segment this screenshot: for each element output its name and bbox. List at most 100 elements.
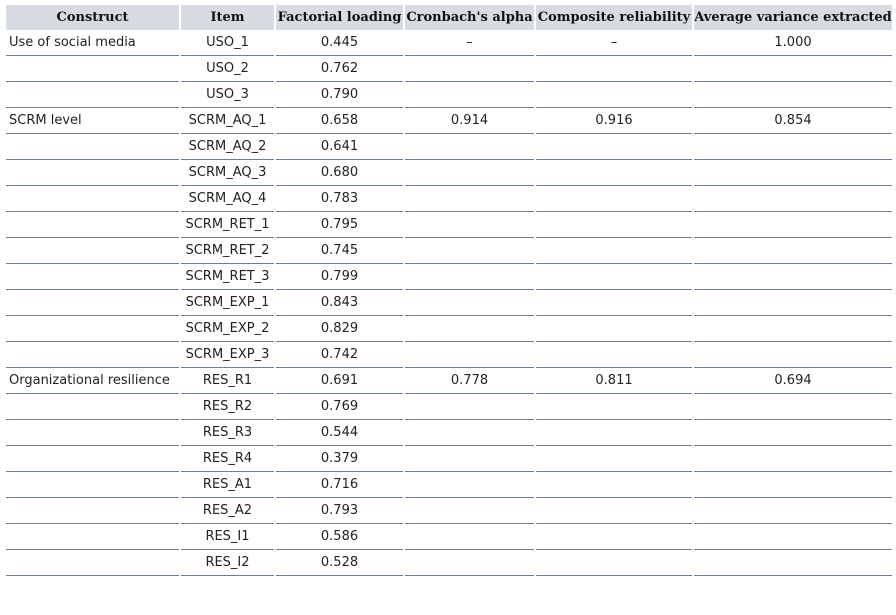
column-header: Average variance extracted	[694, 5, 892, 30]
alpha-cell: –	[405, 30, 534, 56]
ave-cell: 1.000	[694, 30, 892, 56]
composite-cell	[536, 264, 692, 290]
ave-cell	[694, 420, 892, 446]
ave-cell	[694, 56, 892, 82]
ave-cell	[694, 134, 892, 160]
ave-cell	[694, 472, 892, 498]
table-row: RES_A1 0.716	[6, 472, 892, 498]
composite-cell	[536, 134, 692, 160]
table-row: USO_2 0.762	[6, 56, 892, 82]
loading-cell: 0.742	[276, 342, 403, 368]
ave-cell	[694, 394, 892, 420]
table-row: SCRM_AQ_4 0.783	[6, 186, 892, 212]
composite-cell	[536, 56, 692, 82]
loading-cell: 0.445	[276, 30, 403, 56]
loading-cell: 0.379	[276, 446, 403, 472]
ave-cell	[694, 316, 892, 342]
table-row: Organizational resilience RES_R1 0.691 0.77…	[6, 368, 892, 394]
composite-cell: 0.916	[536, 108, 692, 134]
table-row: RES_A2 0.793	[6, 498, 892, 524]
composite-cell	[536, 238, 692, 264]
alpha-cell	[405, 160, 534, 186]
construct-cell	[6, 264, 179, 290]
construct-cell	[6, 524, 179, 550]
composite-cell	[536, 550, 692, 576]
composite-cell	[536, 290, 692, 316]
ave-cell	[694, 186, 892, 212]
alpha-cell	[405, 550, 534, 576]
construct-cell	[6, 56, 179, 82]
construct-cell	[6, 394, 179, 420]
column-header: Item	[181, 5, 274, 30]
loading-cell: 0.843	[276, 290, 403, 316]
table-body: Use of social media USO_1 0.445– –1.000 USO_…	[6, 30, 892, 576]
table-row: RES_R2 0.769	[6, 394, 892, 420]
loading-cell: 0.716	[276, 472, 403, 498]
item-cell: SCRM_AQ_2	[181, 134, 274, 160]
composite-cell	[536, 212, 692, 238]
ave-cell	[694, 524, 892, 550]
column-header: Composite reliability	[536, 5, 692, 30]
table-row: SCRM_AQ_2 0.641	[6, 134, 892, 160]
composite-cell	[536, 420, 692, 446]
ave-cell	[694, 264, 892, 290]
composite-cell	[536, 394, 692, 420]
composite-cell	[536, 186, 692, 212]
alpha-cell	[405, 394, 534, 420]
alpha-cell	[405, 524, 534, 550]
alpha-cell	[405, 238, 534, 264]
composite-cell	[536, 342, 692, 368]
item-cell: SCRM_RET_1	[181, 212, 274, 238]
composite-cell	[536, 446, 692, 472]
table-row: RES_I1 0.586	[6, 524, 892, 550]
item-cell: RES_A2	[181, 498, 274, 524]
loading-cell: 0.762	[276, 56, 403, 82]
alpha-cell	[405, 264, 534, 290]
table: Construct Item Factorial loading Cronbach's…	[4, 5, 894, 576]
ave-cell	[694, 238, 892, 264]
item-cell: RES_R2	[181, 394, 274, 420]
loading-cell: 0.544	[276, 420, 403, 446]
loading-cell: 0.691	[276, 368, 403, 394]
alpha-cell	[405, 134, 534, 160]
ave-cell	[694, 290, 892, 316]
item-cell: SCRM_AQ_1	[181, 108, 274, 134]
construct-cell: Organizational resilience	[6, 368, 179, 394]
construct-cell	[6, 550, 179, 576]
table-row: SCRM_EXP_1 0.843	[6, 290, 892, 316]
loading-cell: 0.745	[276, 238, 403, 264]
construct-cell	[6, 290, 179, 316]
construct-cell	[6, 238, 179, 264]
item-cell: RES_A1	[181, 472, 274, 498]
loading-cell: 0.586	[276, 524, 403, 550]
construct-cell	[6, 316, 179, 342]
ave-cell	[694, 498, 892, 524]
column-header: Construct	[6, 5, 179, 30]
construct-cell	[6, 160, 179, 186]
alpha-cell	[405, 56, 534, 82]
alpha-cell: 0.914	[405, 108, 534, 134]
alpha-cell	[405, 212, 534, 238]
table-row: SCRM_EXP_3 0.742	[6, 342, 892, 368]
composite-cell	[536, 160, 692, 186]
composite-cell	[536, 316, 692, 342]
construct-cell	[6, 134, 179, 160]
construct-cell	[6, 472, 179, 498]
ave-cell	[694, 82, 892, 108]
alpha-cell	[405, 186, 534, 212]
item-cell: USO_2	[181, 56, 274, 82]
loading-cell: 0.793	[276, 498, 403, 524]
table-row: SCRM_RET_1 0.795	[6, 212, 892, 238]
table-row: RES_I2 0.528	[6, 550, 892, 576]
composite-cell	[536, 82, 692, 108]
loading-cell: 0.795	[276, 212, 403, 238]
item-cell: SCRM_EXP_3	[181, 342, 274, 368]
table-row: USO_3 0.790	[6, 82, 892, 108]
composite-cell	[536, 472, 692, 498]
ave-cell: 0.854	[694, 108, 892, 134]
loading-cell: 0.769	[276, 394, 403, 420]
composite-cell	[536, 524, 692, 550]
loading-cell: 0.641	[276, 134, 403, 160]
loading-cell: 0.658	[276, 108, 403, 134]
